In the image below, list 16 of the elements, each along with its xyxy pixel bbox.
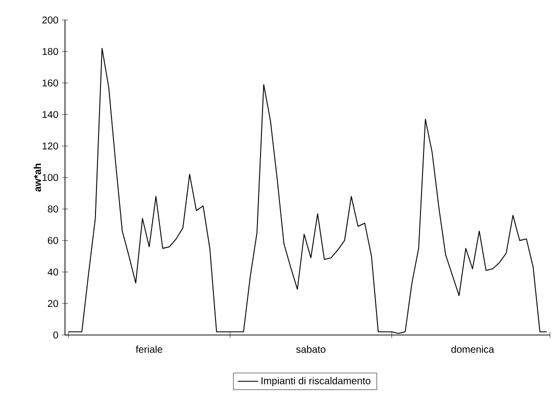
legend-label: Impianti di riscaldamento xyxy=(262,376,370,386)
y-tick-label: 100 xyxy=(42,174,58,182)
y-tick-label: 60 xyxy=(48,236,58,244)
x-tick-label: sabato xyxy=(296,346,326,353)
y-tick-label: 180 xyxy=(42,48,58,56)
y-tick-label: 120 xyxy=(42,142,58,150)
x-tick-label: domenica xyxy=(451,346,494,353)
x-tick-label: feriale xyxy=(136,346,162,353)
y-tick-label: 80 xyxy=(48,205,58,213)
y-tick-label: 40 xyxy=(48,268,58,276)
y-tick-label: 0 xyxy=(53,331,58,339)
y-tick-label: 160 xyxy=(42,79,58,87)
y-tick-label: 20 xyxy=(48,300,58,308)
y-tick-label: 140 xyxy=(42,110,58,118)
y-axis-title: aw*ah xyxy=(34,164,42,192)
y-tick-label: 200 xyxy=(42,16,58,24)
